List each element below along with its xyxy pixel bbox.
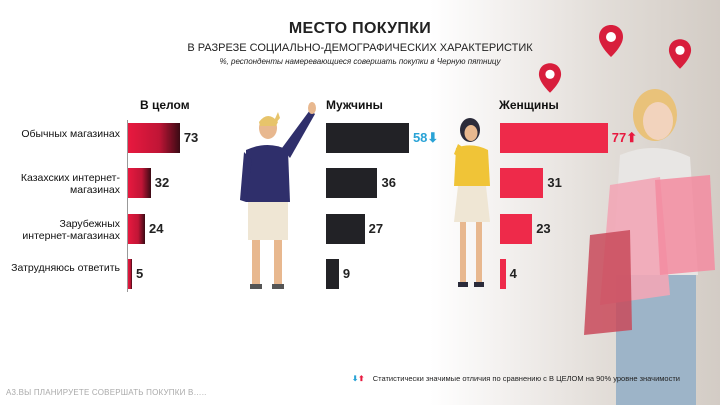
bar-women-3 (500, 214, 533, 244)
value-label-women-1: 77⬆ (611, 130, 638, 145)
group-label-men: Мужчины (326, 98, 383, 112)
bar-women-1 (500, 123, 608, 153)
category-label: Зарубежных интернет-магазинах (22, 218, 120, 242)
arrow-down-icon: ⬇ (427, 130, 439, 145)
category-label: Обычных магазинах (21, 128, 120, 140)
value-label-women-3: 23 (536, 221, 551, 236)
value-label-women-4: 4 (509, 266, 517, 281)
arrow-up-icon: ⬆ (626, 130, 638, 145)
group-label-women: Женщины (499, 98, 559, 112)
category-label: Затрудняюсь ответить (11, 262, 120, 274)
axis-line-total (127, 120, 128, 292)
location-pin-icon (538, 63, 562, 93)
location-pin-icon (668, 39, 692, 69)
value-label-women-2: 31 (547, 175, 562, 190)
bar-total-1 (128, 123, 180, 153)
chart-subtitle: В РАЗРЕЗЕ СОЦИАЛЬНО-ДЕМОГРАФИЧЕСКИХ ХАРА… (187, 42, 533, 54)
significance-legend: ⬇⬆ Статистически значимые отличия по сра… (352, 374, 680, 383)
bar-men-3 (326, 214, 365, 244)
bar-total-2 (128, 168, 151, 198)
value-label-men-2: 36 (381, 175, 396, 190)
legend-text: Статистически значимые отличия по сравне… (372, 374, 680, 383)
bar-total-4 (128, 259, 132, 289)
value-label-men-4: 9 (342, 266, 351, 281)
woman-illustration (454, 118, 490, 287)
arrow-down-icon: ⬇ (352, 374, 359, 383)
shopping-woman-photo (584, 89, 715, 405)
location-pin-icon (599, 25, 623, 57)
bar-women-2 (500, 168, 544, 198)
bar-women-4 (500, 259, 506, 289)
chart-title: МЕСТО ПОКУПКИ (288, 20, 432, 37)
bar-men-1 (326, 123, 409, 153)
arrow-up-icon: ⬆ (358, 374, 365, 383)
bar-total-3 (128, 214, 146, 244)
chart-note: %, респонденты намеревающиеся совершать … (219, 57, 501, 66)
man-illustration (240, 102, 316, 289)
question-footer: А3.ВЫ ПЛАНИРУЕТЕ СОВЕРШАТЬ ПОКУПКИ В….. (6, 388, 207, 397)
value-label-total-1: 73 (183, 130, 199, 145)
value-label-total-3: 24 (149, 221, 164, 236)
value-label-total-2: 32 (154, 175, 170, 190)
value-label-men-1: 58⬇ (412, 130, 439, 145)
category-label: Казахских интернет-магазинах (20, 172, 120, 196)
bar-men-4 (326, 259, 339, 289)
group-label-total: В целом (140, 98, 190, 112)
value-label-men-3: 27 (368, 221, 384, 236)
value-label-total-4: 5 (136, 266, 144, 281)
bar-men-2 (326, 168, 378, 198)
